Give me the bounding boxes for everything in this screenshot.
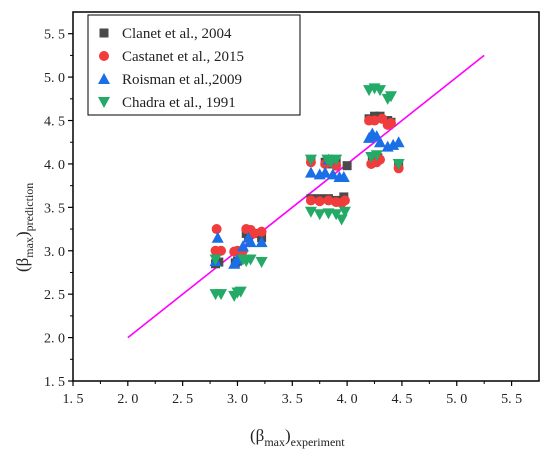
x-tick-label: 1. 5 — [63, 392, 84, 407]
data-point-castanet — [256, 226, 267, 237]
ticks-layer: 1. 5 2. 0 2. 5 3. 0 3. 5 4. 0 4. 5 5. 0 5. 5 1. 5… — [44, 28, 522, 407]
data-point-castanet — [323, 195, 334, 206]
y-tick-label: 3. 0 — [44, 245, 65, 260]
data-point-roisman — [255, 236, 268, 248]
legend-marker-castanet — [99, 51, 109, 61]
x-axis-label-main: (β — [250, 426, 264, 445]
data-point-chadra — [244, 254, 257, 266]
y-axis-label: (βmax)prediction — [13, 183, 36, 272]
y-axis-label-close: ) — [13, 231, 32, 237]
x-tick-label: 3. 5 — [282, 392, 303, 407]
data-point-chadra — [234, 286, 247, 298]
data-point-castanet — [339, 195, 350, 206]
x-tick-label: 5. 5 — [501, 392, 522, 407]
data-point-chadra — [330, 154, 343, 166]
legend-label-clanet: Clanet et al., 2004 — [122, 26, 232, 42]
data-point-roisman — [319, 166, 332, 178]
x-tick-label: 2. 0 — [117, 392, 138, 407]
reference-line — [127, 54, 485, 339]
x-tick-label: 4. 5 — [391, 392, 412, 407]
data-point-roisman — [337, 170, 350, 182]
data-point-castanet — [248, 228, 259, 239]
data-point-roisman — [304, 166, 317, 178]
x-tick-label: 5. 0 — [446, 392, 467, 407]
y-tick-label: 3. 5 — [44, 201, 65, 216]
data-point-roisman — [244, 236, 257, 248]
data-point-chadra — [313, 209, 326, 221]
data-point-castanet — [216, 245, 227, 256]
data-point-chadra — [215, 289, 228, 301]
x-axis-label-sub1: max — [264, 435, 285, 449]
legend: Clanet et al., 2004 Castanet et al., 201… — [87, 14, 301, 116]
data-point-chadra — [304, 154, 317, 166]
y-tick-label: 4. 0 — [44, 158, 65, 173]
data-point-castanet — [314, 196, 325, 207]
data-point-clanet — [342, 161, 352, 171]
y-tick-label: 4. 5 — [44, 115, 65, 130]
x-axis-label-sub2: experiment — [291, 435, 346, 449]
plot-frame — [72, 11, 540, 382]
legend-box — [87, 14, 301, 116]
y-axis-label-sub1: max — [22, 237, 36, 258]
legend-label-castanet: Castanet et al., 2015 — [122, 49, 244, 65]
legend-label-roisman: Roisman et al.,2009 — [122, 72, 242, 88]
data-point-chadra — [370, 150, 383, 162]
data-point-roisman — [374, 136, 387, 148]
data-point-chadra — [209, 254, 222, 266]
data-point-roisman — [236, 240, 249, 252]
y-tick-label: 5. 5 — [44, 28, 65, 43]
reference-line-layer — [127, 54, 485, 339]
data-point-chadra — [338, 206, 351, 218]
data-point-chadra — [304, 206, 317, 218]
y-tick-label: 2. 0 — [44, 332, 65, 347]
series-chadra — [209, 83, 405, 302]
data-point-chadra — [374, 85, 387, 97]
x-tick-label: 4. 0 — [337, 392, 358, 407]
data-point-roisman — [231, 253, 244, 265]
data-points-layer — [209, 83, 405, 302]
x-tick-label: 3. 0 — [227, 392, 248, 407]
x-axis-label-close: ) — [285, 426, 291, 445]
y-tick-label: 1. 5 — [44, 375, 65, 390]
data-point-castanet — [305, 195, 316, 206]
x-axis-label: (βmax)experiment — [250, 426, 345, 449]
data-point-chadra — [255, 257, 268, 269]
legend-marker-chadra — [98, 97, 110, 108]
data-point-castanet — [369, 115, 380, 126]
x-tick-label: 2. 5 — [172, 392, 193, 407]
data-point-chadra — [335, 214, 348, 226]
legend-marker-clanet — [99, 28, 109, 38]
legend-marker-roisman — [98, 73, 110, 84]
data-point-castanet — [211, 224, 222, 235]
data-point-roisman — [392, 136, 405, 148]
legend-markers — [98, 28, 110, 108]
data-point-chadra — [392, 158, 405, 170]
data-point-roisman — [326, 168, 339, 180]
data-point-roisman — [211, 231, 224, 243]
data-point-castanet — [385, 118, 396, 129]
y-tick-label: 5. 0 — [44, 71, 65, 86]
y-axis-label-main: (β — [13, 258, 32, 272]
data-point-chadra — [384, 91, 397, 103]
y-axis-label-sub2: prediction — [22, 183, 36, 232]
legend-label-chadra: Chadra et al., 1991 — [122, 95, 236, 111]
y-tick-label: 2. 5 — [44, 288, 65, 303]
